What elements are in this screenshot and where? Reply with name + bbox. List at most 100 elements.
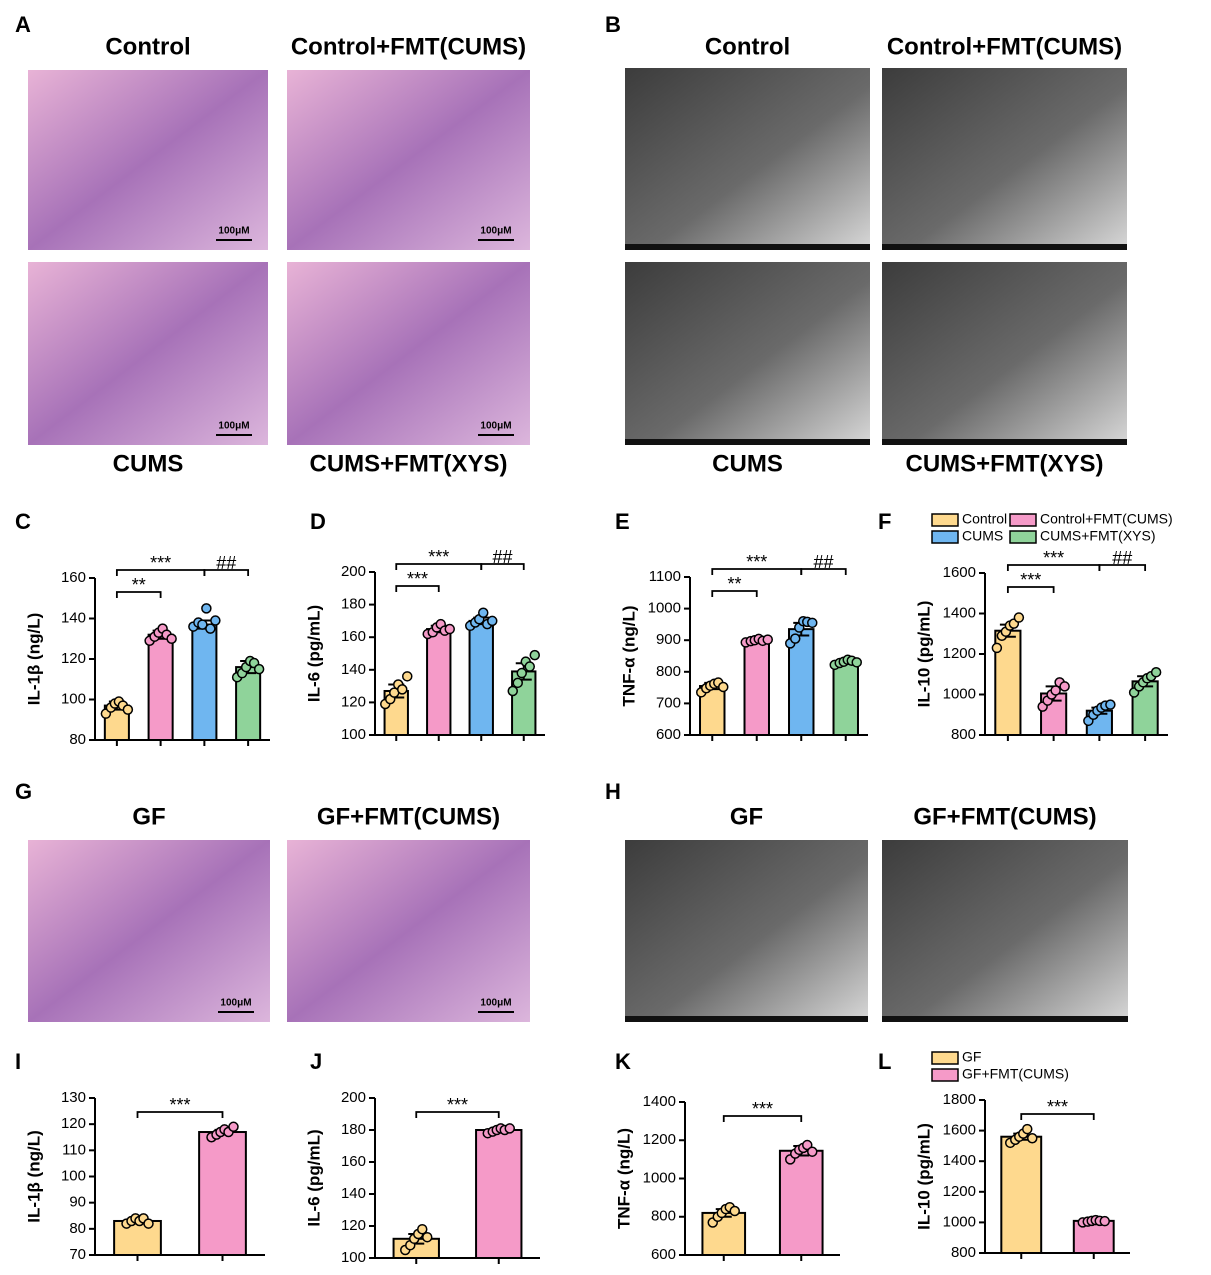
image-title: Control+FMT(CUMS) <box>291 33 526 60</box>
data-point <box>228 1121 239 1133</box>
y-axis-label: IL-6 (pg/mL) <box>304 605 323 702</box>
y-tick-label: 80 <box>69 731 86 748</box>
y-tick-label: 120 <box>341 1217 366 1234</box>
y-tick-label: 140 <box>341 1185 366 1202</box>
y-tick-label: 1200 <box>943 1183 976 1200</box>
data-point <box>762 634 773 645</box>
image-caption: CUMS <box>113 450 184 477</box>
y-tick-label: 600 <box>651 1246 676 1263</box>
significance-bracket <box>722 1115 803 1122</box>
y-tick-label: 1100 <box>649 568 681 585</box>
y-tick-label: 110 <box>62 1141 86 1158</box>
significance-bracket <box>711 590 758 597</box>
scale-label: 100μM <box>220 998 251 1009</box>
y-tick-label: 120 <box>341 693 366 710</box>
bar <box>191 623 218 742</box>
y-tick-label: 800 <box>656 663 681 680</box>
legend-label: CUMS+FMT(XYS) <box>1040 528 1156 544</box>
panel-label: I <box>15 1049 21 1074</box>
image-title: GF+FMT(CUMS) <box>913 803 1096 830</box>
y-tick-label: 120 <box>61 650 86 667</box>
scale-label: 100μM <box>218 226 249 237</box>
data-point <box>417 1223 428 1235</box>
significance-label: *** <box>150 553 171 573</box>
y-tick-label: 120 <box>61 1115 86 1132</box>
bar <box>468 619 494 737</box>
legend-swatch <box>931 513 959 527</box>
y-tick-label: 180 <box>341 1121 366 1138</box>
y-tick-label: 100 <box>61 690 86 707</box>
panel-label: D <box>310 509 326 534</box>
micrograph <box>882 840 1128 1022</box>
scale-label: 100μM <box>480 226 511 237</box>
data-point <box>529 649 540 661</box>
bar <box>743 639 770 737</box>
y-axis-label: IL-1β (ng/L) <box>24 1130 43 1223</box>
data-point <box>1059 681 1070 692</box>
scale-label: 100μM <box>480 421 511 432</box>
y-tick-label: 1400 <box>943 1152 976 1169</box>
data-point <box>1027 1133 1038 1144</box>
significance-label: *** <box>752 1099 773 1119</box>
data-point <box>487 615 498 627</box>
significance-label: ## <box>813 552 833 572</box>
significance-label: *** <box>746 552 767 572</box>
significance-bracket <box>415 1111 500 1118</box>
significance-bracket <box>1006 586 1055 593</box>
y-tick-label: 1000 <box>943 1213 976 1230</box>
y-tick-label: 140 <box>341 661 366 678</box>
image-title: Control+FMT(CUMS) <box>887 33 1122 60</box>
panel-label: H <box>605 779 621 804</box>
y-tick-label: 800 <box>951 726 976 743</box>
y-axis-label: IL-6 (pg/mL) <box>304 1129 323 1226</box>
image-caption: CUMS <box>712 450 783 477</box>
data-point <box>143 1218 154 1229</box>
data-point <box>807 617 818 629</box>
micrograph <box>625 68 870 250</box>
significance-bracket <box>480 563 525 570</box>
legend-label: Control+FMT(CUMS) <box>1040 511 1173 527</box>
y-tick-label: 800 <box>651 1208 676 1225</box>
micrograph <box>28 70 268 250</box>
scale-strip <box>625 439 870 445</box>
significance-label: ## <box>492 547 512 567</box>
data-point <box>729 1205 740 1217</box>
bar <box>147 633 174 742</box>
y-tick-label: 200 <box>341 563 366 580</box>
bar <box>198 1131 247 1257</box>
significance-label: ** <box>132 575 146 595</box>
scale-strip <box>882 1016 1128 1022</box>
panel-label: E <box>615 509 630 534</box>
significance-label: *** <box>1043 548 1064 568</box>
y-tick-label: 200 <box>341 1089 366 1106</box>
y-tick-label: 1600 <box>943 1122 976 1139</box>
image-title: GF+FMT(CUMS) <box>317 803 500 830</box>
bar <box>475 1129 523 1259</box>
scale-strip <box>882 244 1127 250</box>
micrograph <box>625 840 868 1022</box>
legend-swatch <box>931 1051 959 1065</box>
y-tick-label: 1800 <box>943 1091 976 1108</box>
data-point <box>524 661 535 672</box>
y-axis-label: IL-10 (pg/mL) <box>914 1123 933 1230</box>
data-point <box>402 671 413 682</box>
image-title: GF <box>730 803 763 830</box>
data-point <box>205 623 216 634</box>
micrograph <box>28 262 268 445</box>
data-point <box>478 607 489 618</box>
legend-label: GF <box>962 1049 981 1065</box>
image-title: Control <box>705 33 790 60</box>
micrograph <box>287 262 530 445</box>
data-point <box>166 633 177 644</box>
y-tick-label: 1000 <box>648 600 681 617</box>
panel-label: J <box>310 1049 322 1074</box>
y-tick-label: 100 <box>61 1167 86 1184</box>
scale-strip <box>625 1016 868 1022</box>
legend-swatch <box>1009 530 1037 544</box>
y-tick-label: 100 <box>341 1249 366 1266</box>
panel-label: B <box>605 12 621 37</box>
bar <box>426 628 452 736</box>
data-point <box>1013 612 1025 623</box>
panel-label: A <box>15 12 31 37</box>
